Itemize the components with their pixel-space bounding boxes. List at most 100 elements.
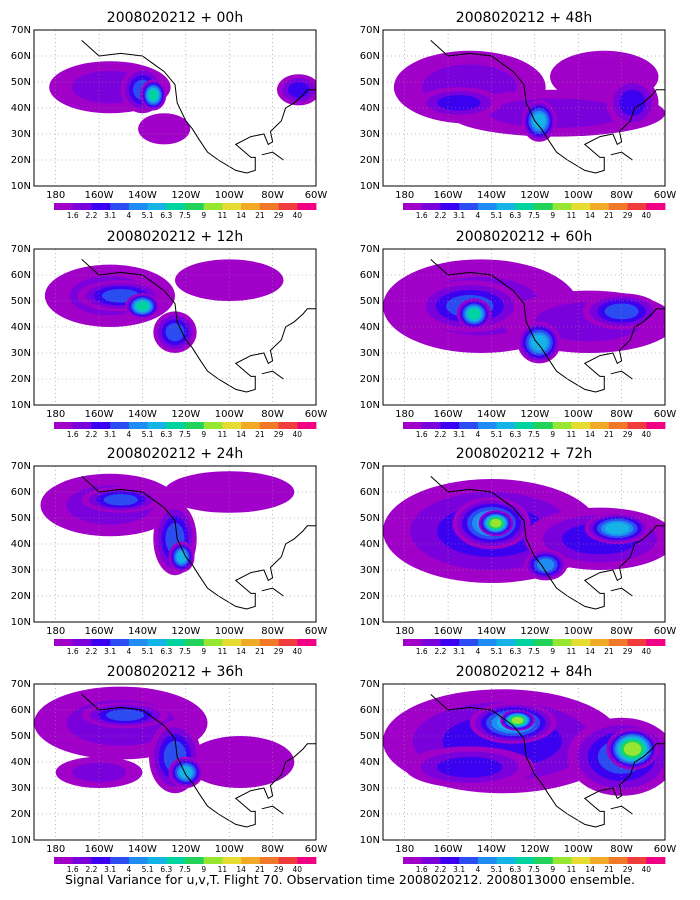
colorbar-label: 11 — [567, 647, 577, 656]
y-tick-label: 70N — [11, 244, 31, 255]
colorbar-label: 6.3 — [160, 211, 172, 220]
colorbar-label: 5.1 — [491, 211, 503, 220]
colorbar-swatch — [440, 422, 460, 429]
x-tick-label: 60W — [305, 409, 328, 420]
x-tick-label: 100W — [215, 844, 244, 855]
x-tick-label: 80W — [261, 409, 284, 420]
colorbar-label: 29 — [623, 647, 633, 656]
colorbar-label: 1.6 — [416, 647, 428, 656]
colorbar-swatch — [297, 422, 317, 429]
colorbar-swatch — [241, 857, 261, 864]
colorbar-swatch — [185, 639, 205, 646]
map-panel: 2008020212 + 72h 70N 60N 50N 40N 30N 20N 10N 180… — [360, 446, 677, 656]
y-tick-label: 40N — [360, 539, 380, 550]
field-layer — [49, 40, 316, 174]
colorbar-label: 6.3 — [509, 865, 521, 874]
variance-contour — [467, 308, 481, 320]
colorbar-label: 40 — [642, 647, 652, 656]
colorbar: 1.6 2.2 3.1 4 5.1 6.3 7.5 9 11 14 21 29 40 — [54, 857, 317, 874]
colorbar-swatch — [590, 422, 610, 429]
y-tick-label: 60N — [11, 705, 31, 716]
variance-contour — [287, 82, 310, 98]
x-tick-label: 140W — [477, 844, 506, 855]
x-tick-label: 160W — [85, 409, 114, 420]
colorbar-swatch — [440, 203, 460, 210]
x-tick-label: 160W — [85, 844, 114, 855]
colorbar-label: 9 — [550, 430, 555, 439]
colorbar-label: 2.2 — [434, 865, 446, 874]
x-tick-label: 60W — [305, 190, 328, 201]
colorbar-swatch — [72, 857, 92, 864]
colorbar-swatch — [54, 639, 74, 646]
y-tick-label: 60N — [11, 51, 31, 62]
y-tick-label: 50N — [11, 731, 31, 742]
map-panel: 2008020212 + 84h 70N 60N 50N 40N 30N 20N 10N 180… — [360, 664, 677, 874]
colorbar: 1.6 2.2 3.1 4 5.1 6.3 7.5 9 11 14 21 29 40 — [403, 203, 666, 220]
y-tick-label: 20N — [360, 591, 380, 602]
colorbar-label: 6.3 — [509, 430, 521, 439]
colorbar-swatch — [627, 857, 647, 864]
x-tick-label: 120W — [520, 626, 549, 637]
coastline — [430, 259, 665, 393]
variance-contour — [532, 113, 546, 129]
x-tick-label: 80W — [610, 844, 633, 855]
variance-contour — [136, 301, 149, 311]
colorbar-label: 14 — [236, 865, 246, 874]
variance-contour — [437, 756, 503, 778]
colorbar-label: 7.5 — [528, 211, 540, 220]
y-tick-label: 70N — [360, 461, 380, 472]
coastline — [610, 151, 633, 161]
y-tick-label: 50N — [360, 296, 380, 307]
colorbar-swatch — [608, 639, 628, 646]
x-tick-label: 120W — [520, 844, 549, 855]
figure-caption: Signal Variance for u,v,T. Flight 70. Ob… — [65, 872, 635, 887]
colorbar-label: 2.2 — [85, 865, 97, 874]
colorbar-swatch — [571, 422, 591, 429]
colorbar-label: 5.1 — [491, 430, 503, 439]
y-tick-label: 10N — [11, 181, 31, 192]
y-tick-label: 70N — [360, 244, 380, 255]
colorbar-label: 3.1 — [104, 647, 116, 656]
colorbar-label: 3.1 — [104, 430, 116, 439]
colorbar-swatch — [222, 203, 242, 210]
colorbar-label: 3.1 — [453, 647, 465, 656]
colorbar-swatch — [646, 203, 666, 210]
coastline — [261, 805, 284, 815]
coastline — [81, 476, 316, 610]
colorbar-swatch — [440, 639, 460, 646]
y-tick-label: 30N — [11, 129, 31, 140]
colorbar-label: 14 — [585, 430, 595, 439]
colorbar-swatch — [241, 203, 261, 210]
colorbar-swatch — [54, 857, 74, 864]
colorbar-swatch — [571, 203, 591, 210]
coastline — [430, 476, 665, 610]
colorbar-label: 5.1 — [142, 211, 154, 220]
variance-contour — [106, 709, 145, 721]
y-tick-label: 40N — [360, 757, 380, 768]
variance-contour — [537, 558, 555, 572]
colorbar-label: 11 — [567, 430, 577, 439]
variance-contour — [619, 89, 646, 116]
y-tick-label: 70N — [11, 461, 31, 472]
colorbar-swatch — [185, 203, 205, 210]
colorbar-swatch — [608, 422, 628, 429]
colorbar-swatch — [147, 639, 167, 646]
colorbar-swatch — [297, 857, 317, 864]
colorbar-swatch — [515, 203, 535, 210]
colorbar-label: 1.6 — [67, 865, 79, 874]
colorbar-swatch — [185, 422, 205, 429]
x-tick-label: 60W — [654, 409, 677, 420]
panel-title: 2008020212 + 72h — [456, 446, 592, 462]
x-tick-label: 100W — [564, 844, 593, 855]
x-tick-label: 120W — [171, 409, 200, 420]
colorbar-swatch — [110, 422, 130, 429]
x-tick-label: 100W — [564, 409, 593, 420]
y-tick-label: 40N — [11, 103, 31, 114]
colorbar-swatch — [477, 639, 497, 646]
colorbar-label: 4 — [475, 865, 480, 874]
coastline — [261, 370, 284, 380]
colorbar-swatch — [459, 639, 479, 646]
map-panel: 2008020212 + 36h 70N 60N 50N 40N 30N 20N 10N 180… — [11, 664, 328, 874]
colorbar-swatch — [571, 639, 591, 646]
